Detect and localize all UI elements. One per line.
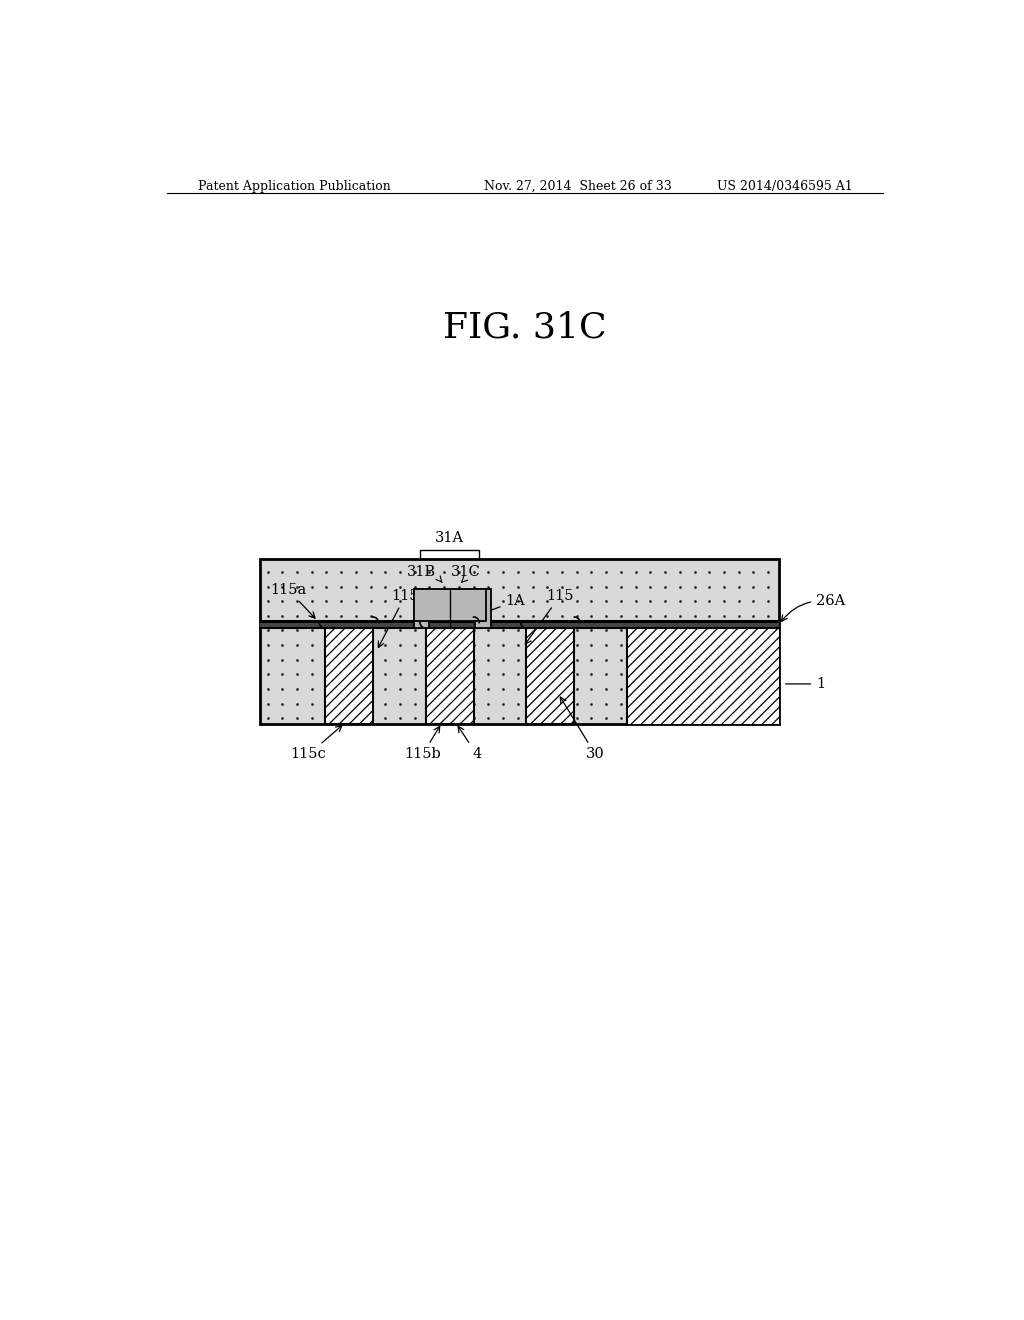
Bar — [475, 589, 490, 628]
Text: Patent Application Publication: Patent Application Publication — [198, 180, 390, 193]
Text: US 2014/0346595 A1: US 2014/0346595 A1 — [717, 180, 853, 193]
Bar — [426, 628, 474, 725]
Text: 26A: 26A — [781, 594, 846, 622]
Bar — [519, 622, 526, 628]
Bar — [426, 622, 474, 628]
Bar — [325, 622, 373, 628]
Bar — [260, 558, 779, 725]
Text: 115a: 115a — [270, 582, 315, 618]
Text: 1A: 1A — [466, 594, 525, 620]
Bar — [414, 589, 486, 622]
Bar — [526, 622, 574, 628]
Bar — [373, 622, 380, 628]
Text: 1: 1 — [785, 677, 825, 690]
Text: 31A: 31A — [435, 531, 464, 545]
Text: Nov. 27, 2014  Sheet 26 of 33: Nov. 27, 2014 Sheet 26 of 33 — [484, 180, 672, 193]
Text: 4: 4 — [458, 726, 481, 762]
Bar — [574, 622, 779, 628]
Bar — [414, 589, 429, 628]
Bar — [317, 622, 325, 628]
Text: 31B: 31B — [407, 565, 435, 579]
Bar — [474, 622, 480, 628]
Bar — [419, 622, 426, 628]
Text: 115c: 115c — [291, 726, 342, 762]
Bar — [260, 622, 325, 628]
Bar — [474, 622, 526, 628]
Bar — [627, 628, 779, 725]
Text: 30: 30 — [560, 697, 605, 762]
Text: 115: 115 — [378, 589, 419, 648]
Bar — [325, 628, 373, 725]
Bar — [526, 628, 574, 725]
Text: FIG. 31C: FIG. 31C — [443, 310, 606, 345]
Bar — [574, 622, 582, 628]
Text: 115b: 115b — [404, 726, 441, 762]
Text: 31C: 31C — [452, 565, 481, 579]
Bar — [373, 622, 426, 628]
Text: 115: 115 — [525, 589, 574, 644]
